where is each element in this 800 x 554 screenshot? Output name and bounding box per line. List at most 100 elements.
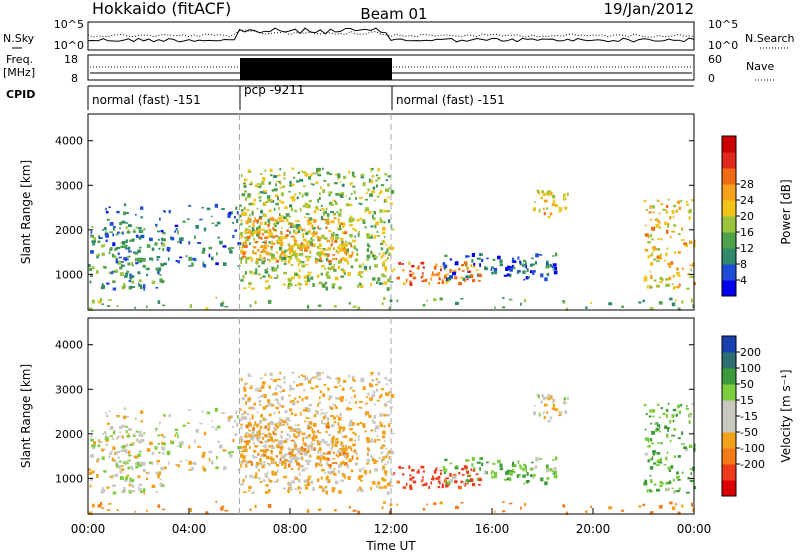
power-echo-cell (133, 229, 136, 233)
power-echo-cell (672, 274, 675, 278)
velocity-echo-cell (306, 445, 309, 450)
velocity-echo-cell (157, 474, 160, 479)
power-echo-cell (306, 245, 310, 249)
velocity-echo-cell (127, 459, 131, 462)
velocity-echo-cell (307, 508, 309, 513)
power-echo-cell (268, 274, 270, 277)
velocity-echo-cell (258, 400, 262, 403)
power-echo-cell (268, 241, 271, 244)
velocity-echo-cell (268, 478, 270, 481)
velocity-echo-cell (353, 379, 356, 382)
power-echo-cell (229, 249, 233, 254)
velocity-echo-cell (162, 452, 165, 456)
power-echo-cell (103, 266, 107, 269)
power-echo-cell (307, 240, 311, 244)
velocity-echo-cell (240, 483, 244, 486)
velocity-echo-cell (680, 403, 683, 407)
power-echo-cell (466, 266, 469, 270)
power-echo-cell (513, 260, 517, 263)
power-echo-cell (387, 246, 391, 250)
velocity-echo-cell (264, 473, 268, 475)
velocity-echo-cell (537, 395, 540, 399)
power-echo-cell (96, 270, 99, 274)
velocity-echo-cell (242, 460, 245, 464)
velocity-echo-cell (317, 377, 322, 381)
power-echo-cell (551, 194, 556, 199)
power-echo-cell (289, 196, 294, 199)
power-echo-cell (458, 281, 461, 286)
power-echo-cell (307, 304, 309, 309)
velocity-echo-cell (525, 465, 527, 470)
power-echo-cell (650, 275, 653, 280)
velocity-echo-cell (348, 458, 351, 462)
power-echo-cell (160, 242, 163, 245)
power-echo-cell (337, 176, 341, 178)
power-echo-cell (363, 265, 368, 270)
velocity-echo-cell (179, 444, 182, 448)
power-echo-cell (692, 304, 695, 308)
power-echo-cell (689, 275, 694, 278)
power-echo-cell (342, 223, 346, 227)
velocity-echo-cell (347, 445, 351, 449)
velocity-echo-cell (439, 469, 443, 472)
velocity-echo-cell (445, 483, 449, 488)
velocity-echo-cell (454, 480, 458, 484)
power-echo-cell (297, 227, 301, 230)
velocity-echo-cell (220, 506, 224, 511)
velocity-echo-cell (300, 446, 304, 449)
velocity-echo-cell (147, 471, 150, 475)
power-echo-cell (133, 286, 135, 288)
power-echo-cell (551, 203, 556, 207)
power-echo-cell (256, 258, 259, 262)
velocity-echo-cell (117, 435, 120, 438)
velocity-echo-cell (308, 380, 312, 384)
velocity-echo-cell (382, 465, 386, 469)
velocity-echo-cell (265, 455, 270, 460)
nsky-panel: N.Sky 10^5 10^0 10^5 10^0 N.Search (3, 18, 795, 52)
power-echo-cell (315, 257, 318, 260)
power-echo-cell (348, 302, 351, 305)
velocity-echo-cell (277, 378, 281, 381)
velocity-echo-cell (320, 408, 323, 411)
velocity-echo-cell (245, 382, 248, 385)
velocity-echo-cell (648, 415, 652, 418)
velocity-echo-cell (239, 436, 243, 440)
velocity-echo-cell (270, 449, 273, 453)
power-echo-cell (277, 240, 279, 243)
velocity-echo-cell (271, 461, 276, 463)
velocity-echo-cell (170, 440, 175, 445)
power-echo-cell (342, 257, 345, 261)
velocity-echo-cell (279, 417, 281, 421)
power-echo-cell (262, 177, 266, 181)
power-echo-cell (532, 272, 535, 275)
power-echo-cell (161, 243, 166, 247)
power-echo-cell (376, 195, 380, 198)
velocity-echo-cell (421, 479, 424, 481)
velocity-echo-cell (305, 467, 309, 470)
power-echo-cell (331, 285, 335, 289)
power-echo-cell (287, 259, 291, 264)
velocity-echo-cell (97, 504, 102, 508)
power-echo-cell (343, 257, 348, 262)
freq-label: Freq. (6, 53, 33, 66)
velocity-echo-cell (517, 460, 520, 464)
velocity-echo-cell (455, 505, 459, 509)
power-echo-cell (681, 239, 685, 241)
velocity-echo-cell (265, 490, 269, 494)
nave-tick-top: 60 (708, 53, 722, 66)
power-echo-cell (337, 246, 341, 250)
velocity-echo-cell (163, 466, 167, 470)
velocity-echo-cell (326, 443, 331, 447)
power-echo-cell (267, 195, 271, 199)
power-echo-cell (312, 172, 317, 175)
velocity-echo-cell (341, 448, 345, 452)
velocity-echo-cell (142, 468, 146, 472)
velocity-echo-cell (300, 450, 304, 453)
velocity-echo-cell (693, 486, 696, 490)
velocity-echo-cell (506, 469, 511, 474)
velocity-echo-cell (313, 447, 316, 451)
power-echo-cell (245, 240, 247, 245)
power-echo-cell (677, 274, 681, 277)
power-echo-cell (236, 218, 239, 223)
power-echo-cell (112, 287, 117, 291)
